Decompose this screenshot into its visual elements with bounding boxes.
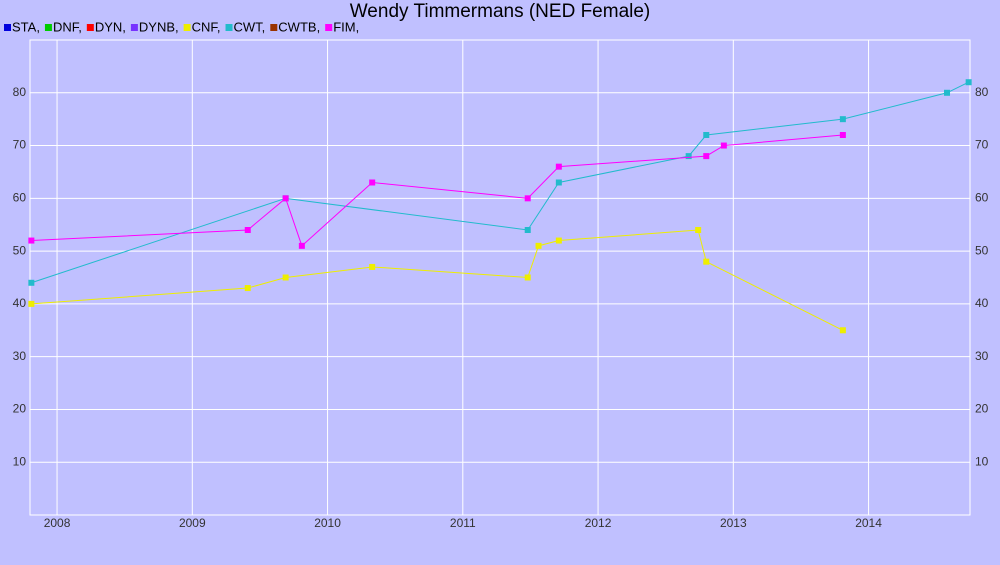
y-tick-label: 40: [13, 296, 27, 310]
series-line: [31, 229, 844, 331]
x-tick-label: 2012: [585, 516, 612, 530]
y-tick-label: 70: [13, 138, 27, 152]
x-tick-label: 2014: [855, 516, 882, 530]
legend-swatch: [325, 24, 333, 31]
legend-label: DYN,: [95, 19, 126, 34]
data-point: [720, 142, 727, 149]
legend-swatch: [86, 24, 94, 31]
y2-tick-label: 60: [975, 191, 989, 205]
data-point: [298, 242, 305, 249]
data-point: [685, 153, 692, 160]
x-tick-label: 2011: [450, 516, 476, 530]
y2-tick-label: 80: [975, 85, 989, 99]
legend-label: CWT,: [234, 19, 266, 34]
y2-tick-label: 30: [975, 349, 989, 363]
legend-label: CWTB,: [278, 19, 320, 34]
data-point: [369, 263, 376, 270]
series-line: [31, 134, 843, 247]
x-tick-label: 2008: [44, 516, 71, 530]
data-point: [244, 285, 251, 292]
y-tick-label: 10: [13, 454, 27, 468]
y-tick-label: 20: [13, 402, 27, 416]
data-point: [555, 163, 562, 170]
data-point: [282, 195, 289, 202]
data-point: [703, 153, 710, 160]
legend-swatch: [130, 24, 138, 31]
plot-area: [29, 39, 971, 516]
legend-swatch: [44, 24, 52, 31]
data-point: [524, 227, 531, 233]
y-tick-label: 30: [13, 349, 27, 363]
data-point: [282, 274, 289, 281]
y-tick-label: 50: [13, 243, 27, 257]
data-point: [28, 237, 35, 244]
y2-tick-label: 50: [975, 243, 989, 257]
legend-label: DYNB,: [139, 19, 179, 34]
data-point: [524, 195, 531, 202]
data-point: [944, 89, 951, 96]
legend-label: DNF,: [53, 19, 82, 34]
x-tick-label: 2013: [720, 516, 747, 530]
chart-title: Wendy Timmermans (NED Female): [350, 1, 651, 22]
legend-swatch: [270, 24, 278, 31]
x-tick-label: 2010: [314, 516, 341, 530]
data-point: [695, 227, 702, 233]
data-point: [524, 274, 531, 281]
y2-tick-label: 40: [975, 296, 989, 310]
legend-label: FIM,: [333, 19, 359, 34]
y2-tick-label: 20: [975, 402, 989, 416]
data-point: [369, 179, 376, 186]
data-point: [965, 79, 972, 86]
legend-swatch: [183, 24, 191, 31]
data-point: [839, 132, 846, 138]
data-point: [839, 327, 846, 334]
x-tick-label: 2009: [179, 516, 206, 530]
data-point: [703, 258, 710, 265]
legend-label: CNF,: [192, 19, 221, 34]
legend-swatch: [4, 24, 11, 31]
data-point: [555, 179, 562, 186]
data-point: [703, 132, 710, 138]
legend-swatch: [225, 24, 233, 31]
y2-tick-label: 70: [975, 138, 989, 152]
data-point: [839, 116, 846, 123]
data-point: [535, 242, 542, 249]
legend-label: STA,: [12, 19, 40, 34]
data-point: [28, 300, 35, 307]
data-point: [244, 227, 251, 233]
y-tick-label: 60: [13, 191, 27, 205]
y-tick-label: 80: [13, 85, 27, 99]
data-point: [28, 279, 35, 286]
data-point: [555, 237, 562, 244]
y2-tick-label: 10: [975, 454, 989, 468]
